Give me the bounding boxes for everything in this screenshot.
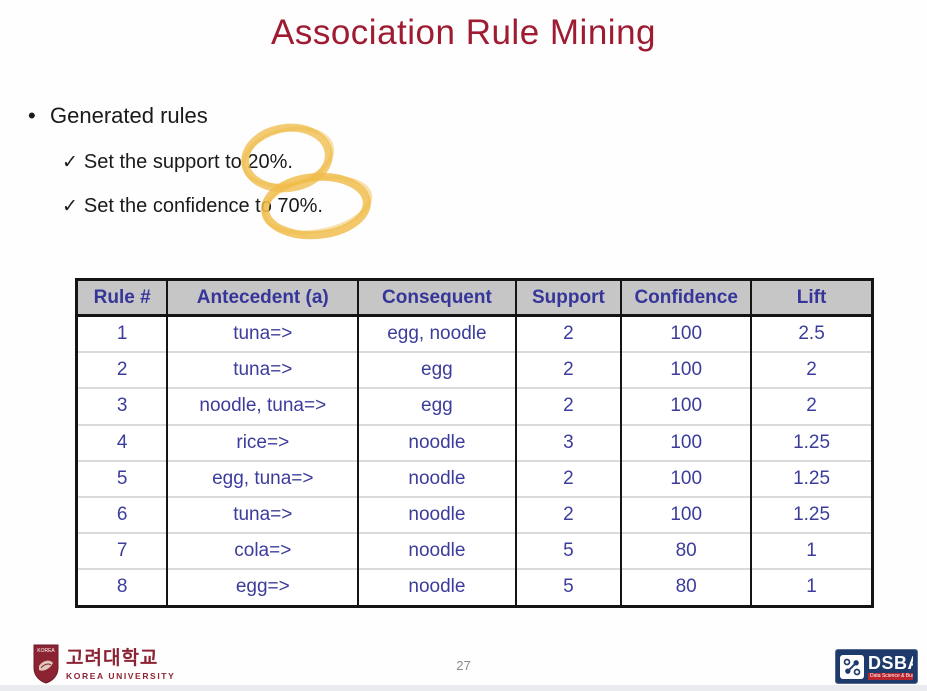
cell-antecedent: tuna=>	[166, 351, 359, 389]
cell-consequent: egg	[357, 387, 516, 425]
table-row: 1 tuna=> egg, noodle 2 100 2.5	[78, 315, 871, 353]
cell-antecedent: noodle, tuna=>	[166, 387, 359, 425]
cell-rule-number: 4	[78, 423, 168, 461]
korea-university-logo: KOREA 고려대학교 KOREA UNIVERSITY	[33, 644, 175, 684]
cell-support: 3	[514, 423, 622, 461]
page-title: Association Rule Mining	[270, 13, 656, 52]
bottom-edge-strip	[0, 685, 927, 691]
cell-confidence: 100	[620, 387, 752, 425]
dsba-tagline: Data Science & Business Analytics	[868, 672, 913, 680]
cell-confidence: 100	[620, 459, 752, 497]
bullet-label: Generated rules	[50, 103, 208, 128]
cell-lift: 1.25	[750, 495, 871, 534]
cell-antecedent: tuna=>	[166, 495, 359, 534]
cell-lift: 1.25	[750, 423, 871, 461]
cell-consequent: noodle	[357, 495, 516, 534]
check-item-confidence: ✓ Set the confidence to 70%.	[62, 195, 323, 218]
cell-consequent: noodle	[357, 532, 516, 570]
column-header-lift: Lift	[750, 281, 871, 317]
column-header-consequent: Consequent	[357, 281, 516, 317]
cell-rule-number: 7	[78, 532, 168, 570]
page-number: 27	[456, 658, 471, 673]
cell-consequent: egg	[357, 351, 516, 389]
check-item-text: Set the confidence to 70%.	[83, 195, 323, 217]
cell-support: 5	[514, 532, 622, 570]
cell-confidence: 100	[620, 423, 752, 461]
cell-rule-number: 3	[78, 387, 168, 425]
university-name-english: KOREA UNIVERSITY	[66, 670, 176, 681]
cell-rule-number: 1	[116, 323, 128, 345]
cell-rule-number: 8	[78, 568, 168, 605]
cell-consequent: noodle	[357, 568, 516, 605]
cell-lift: 1	[750, 568, 871, 605]
cell-confidence: 100	[620, 495, 752, 534]
cell-confidence: 100	[620, 315, 752, 353]
cell-antecedent: egg, tuna=>	[166, 459, 359, 497]
university-name-korean: 고려대학교	[66, 647, 159, 669]
cell-support: 2	[514, 315, 622, 353]
cell-consequent: noodle	[357, 459, 516, 497]
column-header-support: Support	[514, 281, 622, 317]
column-header-confidence: Confidence	[620, 281, 752, 317]
rules-table-container: Rule # Antecedent (a) Consequent Support…	[75, 278, 874, 608]
cell-support: 2	[514, 495, 622, 534]
cell-antecedent: cola=>	[166, 532, 359, 570]
checkmark-icon: ✓	[62, 196, 78, 217]
cell-antecedent: egg=>	[166, 568, 359, 605]
dsba-circuit-icon	[840, 654, 864, 679]
column-header-rule-number: Rule #	[78, 281, 168, 317]
cell-support: 5	[514, 568, 622, 605]
svg-text:KOREA: KOREA	[37, 648, 55, 654]
cell-lift: 1	[750, 532, 871, 570]
table-row: 5 egg, tuna=> noodle 2 100 1.25	[78, 459, 871, 497]
cell-rule-number: 6	[78, 495, 168, 534]
cell-support: 2	[514, 351, 622, 389]
cell-consequent: noodle	[357, 423, 516, 461]
cell-lift: 1.25	[750, 459, 871, 497]
column-header-antecedent: Antecedent (a)	[166, 281, 359, 317]
table-row: 2 tuna=> egg 2 100 2	[78, 351, 871, 389]
cell-lift: 2	[750, 387, 871, 425]
dsba-acronym: DSBA	[868, 653, 913, 673]
cell-support: 2	[514, 459, 622, 497]
highlight-circles	[241, 123, 373, 240]
table-row: 6 tuna=> noodle 2 100 1.25	[78, 495, 871, 534]
cell-confidence: 100	[620, 351, 752, 389]
table-row: 4 rice=> noodle 3 100 1.25	[78, 423, 871, 461]
cell-antecedent: rice=>	[166, 423, 359, 461]
dsba-logo: DSBA Data Science & Business Analytics	[835, 649, 918, 684]
table-row: 7 cola=> noodle 5 80 1	[78, 532, 871, 570]
table-row: 8 egg=> noodle 5 80 1	[78, 568, 871, 605]
bullet-dot-icon: •	[28, 103, 36, 128]
bullet-item-generated-rules: • Generated rules	[28, 103, 208, 129]
cell-confidence: 80	[620, 568, 752, 605]
korea-university-crest-icon: KOREA	[33, 644, 59, 684]
cell-antecedent: tuna=>	[166, 315, 359, 353]
cell-lift: 2.5	[750, 315, 871, 353]
table-header-row: Rule # Antecedent (a) Consequent Support…	[78, 281, 871, 317]
rules-table: Rule # Antecedent (a) Consequent Support…	[78, 281, 871, 605]
check-item-text: Set the support to 20%.	[83, 151, 293, 173]
cell-lift: 2	[750, 351, 871, 389]
cell-rule-number: 2	[78, 351, 168, 389]
cell-confidence: 80	[620, 532, 752, 570]
cell-rule-number: 5	[78, 459, 168, 497]
cell-support: 2	[514, 387, 622, 425]
check-item-support: ✓ Set the support to 20%.	[62, 151, 293, 174]
checkmark-icon: ✓	[62, 152, 78, 173]
cell-consequent: egg, noodle	[357, 315, 516, 353]
table-row: 3 noodle, tuna=> egg 2 100 2	[78, 387, 871, 425]
